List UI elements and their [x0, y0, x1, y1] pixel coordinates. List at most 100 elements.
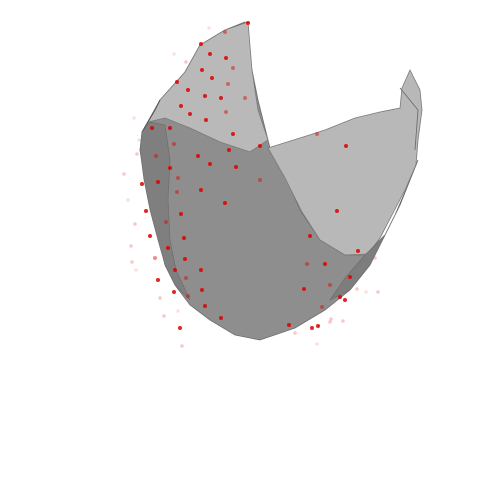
point-marker-faint	[158, 296, 162, 300]
point-marker	[315, 132, 319, 136]
point-marker	[231, 66, 235, 70]
point-marker	[173, 268, 177, 272]
surface-right-wing	[267, 69, 423, 256]
point-marker	[200, 68, 204, 72]
point-marker	[172, 290, 176, 294]
point-marker	[348, 275, 352, 279]
point-marker	[335, 209, 339, 213]
point-marker-faint	[135, 152, 139, 156]
point-marker-faint	[122, 172, 126, 176]
point-marker	[203, 304, 207, 308]
point-marker	[204, 118, 208, 122]
point-marker	[166, 246, 170, 250]
point-marker	[168, 126, 172, 130]
point-marker	[310, 326, 314, 330]
point-marker	[258, 178, 262, 182]
point-marker-faint	[207, 26, 211, 30]
point-marker	[223, 201, 227, 205]
point-marker-faint	[132, 116, 136, 120]
point-marker	[320, 305, 324, 309]
point-marker	[234, 165, 238, 169]
point-marker	[176, 176, 180, 180]
point-marker	[156, 278, 160, 282]
point-marker	[164, 220, 168, 224]
point-marker	[224, 56, 228, 60]
point-marker-faint	[376, 290, 380, 294]
point-marker	[156, 180, 160, 184]
point-marker	[223, 30, 227, 34]
point-marker	[287, 323, 291, 327]
point-marker-faint	[137, 138, 141, 142]
point-marker-faint	[329, 317, 333, 321]
point-marker-faint	[293, 331, 297, 335]
point-marker-faint	[328, 320, 332, 324]
point-marker-faint	[162, 314, 166, 318]
point-marker-faint	[364, 290, 368, 294]
point-marker	[182, 236, 186, 240]
point-marker	[246, 21, 250, 25]
point-marker	[344, 144, 348, 148]
point-marker	[199, 42, 203, 46]
point-marker	[199, 268, 203, 272]
point-marker	[224, 110, 228, 114]
point-marker	[258, 144, 262, 148]
point-cloud-front	[140, 21, 360, 330]
point-marker	[144, 209, 148, 213]
point-marker	[186, 88, 190, 92]
point-marker	[302, 287, 306, 291]
point-marker	[227, 148, 231, 152]
point-marker	[183, 257, 187, 261]
point-marker	[231, 132, 235, 136]
point-marker-faint	[180, 344, 184, 348]
point-marker	[338, 295, 342, 299]
point-marker	[196, 154, 200, 158]
point-marker-faint	[134, 268, 138, 272]
point-marker	[140, 182, 144, 186]
point-marker	[154, 154, 158, 158]
point-marker-faint	[130, 260, 134, 264]
point-marker	[199, 188, 203, 192]
point-marker	[226, 82, 230, 86]
surface-lower-right-band	[329, 159, 419, 301]
point-marker-faint	[126, 198, 130, 202]
point-marker	[219, 316, 223, 320]
point-marker	[184, 276, 188, 280]
surface-upper-left-fold	[147, 21, 269, 153]
point-marker	[203, 94, 207, 98]
point-marker	[188, 112, 192, 116]
point-marker-faint	[129, 244, 133, 248]
surface-edge-line-1	[399, 87, 419, 151]
point-marker	[172, 142, 176, 146]
point-marker-faint	[315, 342, 319, 346]
surface-edge-line-2	[141, 99, 161, 133]
point-marker	[316, 324, 320, 328]
point-marker-faint	[184, 60, 188, 64]
point-marker	[208, 52, 212, 56]
point-marker	[168, 166, 172, 170]
point-marker	[243, 96, 247, 100]
point-marker	[150, 126, 154, 130]
point-marker	[328, 283, 332, 287]
surface-left-side	[139, 121, 191, 301]
point-marker-faint	[172, 52, 176, 56]
point-marker	[219, 96, 223, 100]
point-marker	[208, 162, 212, 166]
point-marker	[179, 104, 183, 108]
point-marker	[175, 190, 179, 194]
point-marker-faint	[355, 287, 359, 291]
point-marker	[323, 262, 327, 266]
point-marker	[305, 262, 309, 266]
point-marker	[175, 80, 179, 84]
point-marker	[179, 212, 183, 216]
point-marker	[308, 234, 312, 238]
point-marker	[356, 249, 360, 253]
point-marker-faint	[341, 319, 345, 323]
point-marker-faint	[176, 309, 180, 313]
point-marker	[343, 298, 347, 302]
point-marker	[210, 76, 214, 80]
point-marker	[148, 234, 152, 238]
surface-mesh	[139, 21, 423, 341]
point-marker	[178, 326, 182, 330]
point-marker-faint	[133, 222, 137, 226]
